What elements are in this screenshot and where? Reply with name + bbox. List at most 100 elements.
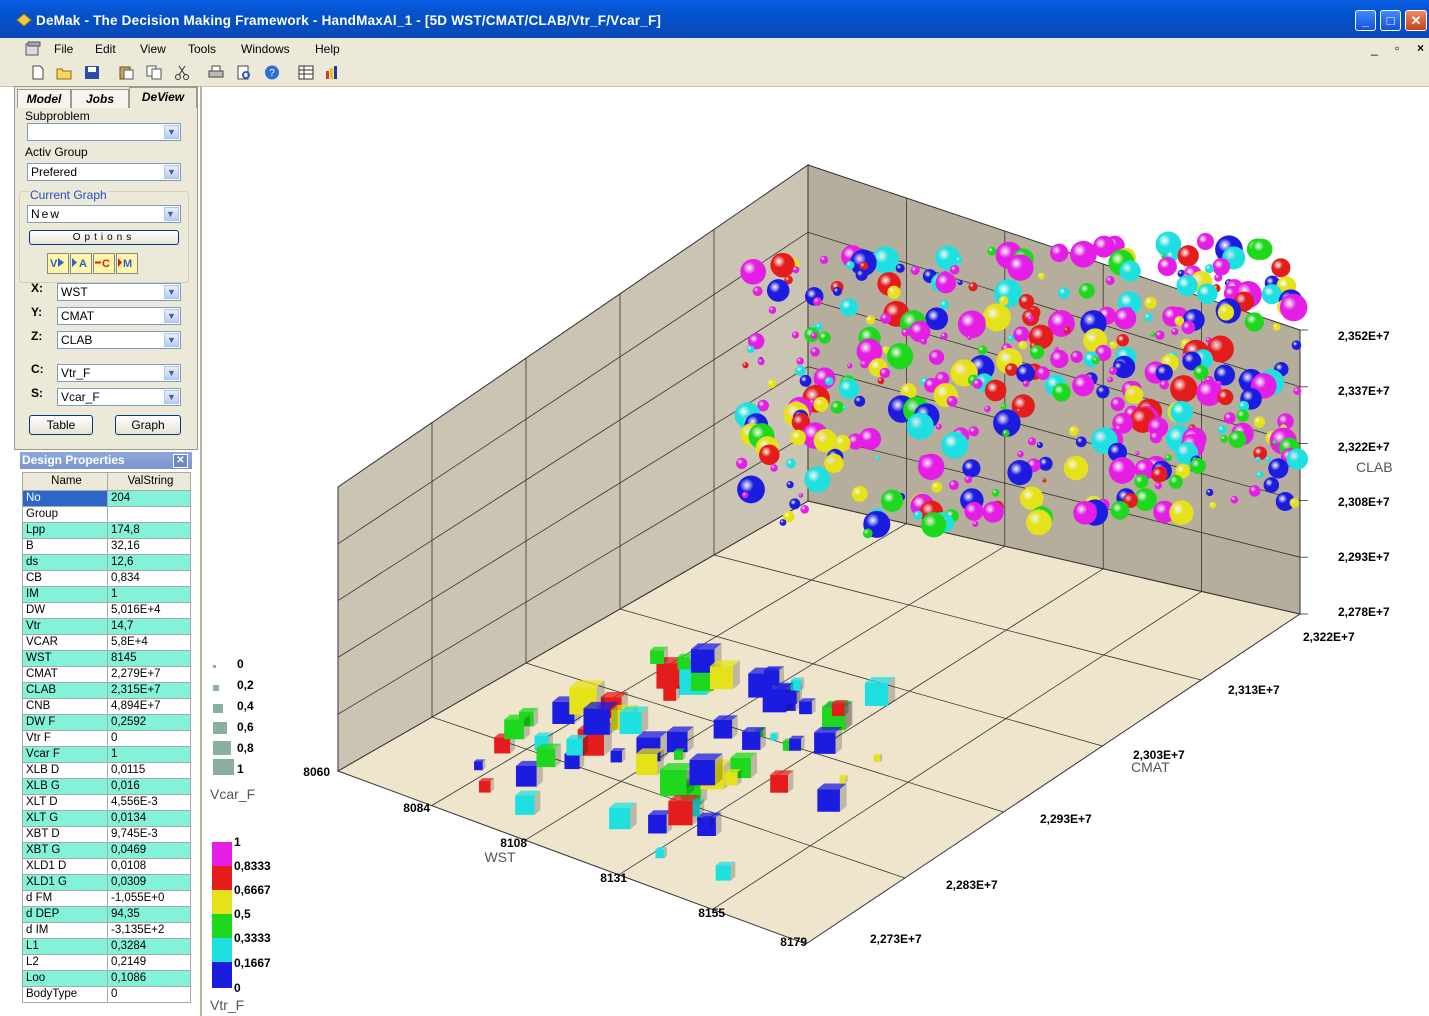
property-value[interactable]: 0,016 — [107, 778, 191, 795]
graph-button[interactable]: Graph — [115, 415, 181, 435]
chevron-down-icon[interactable]: ▼ — [164, 125, 179, 139]
menu-file[interactable]: File — [54, 42, 74, 56]
property-value[interactable]: 0,0115 — [107, 762, 191, 779]
property-name[interactable]: BodyType — [22, 986, 108, 1003]
help-icon[interactable]: ? — [264, 65, 280, 80]
table-row[interactable]: DW F 0,2592 — [22, 714, 191, 731]
property-name[interactable]: Group — [22, 506, 108, 523]
property-name[interactable]: XLT G — [22, 810, 108, 827]
mdi-restore-button[interactable]: ▫ — [1395, 41, 1400, 55]
property-name[interactable]: CB — [22, 570, 108, 587]
property-name[interactable]: Vtr F — [22, 730, 108, 747]
property-value[interactable]: 0 — [107, 730, 191, 747]
subproblem-select[interactable]: ▼ — [27, 123, 181, 141]
table-row[interactable]: BodyType 0 — [22, 986, 191, 1003]
print-icon[interactable] — [208, 65, 224, 80]
table-row[interactable]: Lpp 174,8 — [22, 522, 191, 539]
vc-icon[interactable]: C — [93, 253, 115, 274]
property-name[interactable]: d IM — [22, 922, 108, 939]
table-row[interactable]: IM 1 — [22, 586, 191, 603]
table-row[interactable]: XLT G 0,0134 — [22, 810, 191, 827]
table-row[interactable]: XLB D 0,0115 — [22, 762, 191, 779]
table-row[interactable]: Loo 0,1086 — [22, 970, 191, 987]
table-row[interactable]: d DEP 94,35 — [22, 906, 191, 923]
mdi-minimize-button[interactable]: _ — [1371, 42, 1378, 56]
current-graph-select[interactable]: New ▼ — [27, 205, 181, 223]
table-row[interactable]: CLAB 2,315E+7 — [22, 682, 191, 699]
property-name[interactable]: CMAT — [22, 666, 108, 683]
property-name[interactable]: XBT G — [22, 842, 108, 859]
chevron-down-icon[interactable]: ▼ — [164, 207, 179, 221]
property-value[interactable]: 14,7 — [107, 618, 191, 635]
print-preview-icon[interactable] — [236, 65, 252, 80]
property-value[interactable]: 8145 — [107, 650, 191, 667]
tab-jobs[interactable]: Jobs — [71, 89, 129, 108]
z-axis-select[interactable]: CLAB ▼ — [57, 331, 181, 349]
menu-view[interactable]: View — [140, 42, 166, 56]
x-axis-select[interactable]: WST ▼ — [57, 283, 181, 301]
table-row[interactable]: VCAR 5,8E+4 — [22, 634, 191, 651]
maximize-button[interactable]: □ — [1380, 10, 1401, 31]
table-row[interactable]: DW 5,016E+4 — [22, 602, 191, 619]
menu-help[interactable]: Help — [315, 42, 340, 56]
property-name[interactable]: B — [22, 538, 108, 555]
save-icon[interactable] — [84, 65, 100, 80]
table-row[interactable]: XLB G 0,016 — [22, 778, 191, 795]
vd-icon[interactable]: V — [47, 253, 69, 274]
table-row[interactable]: XLT D 4,556E-3 — [22, 794, 191, 811]
property-name[interactable]: WST — [22, 650, 108, 667]
property-name[interactable]: XLD1 G — [22, 874, 108, 891]
column-header-name[interactable]: Name — [22, 472, 108, 491]
property-value[interactable]: 0,3284 — [107, 938, 191, 955]
property-value[interactable]: 204 — [107, 490, 191, 507]
property-name[interactable]: XLB G — [22, 778, 108, 795]
property-name[interactable]: No — [22, 490, 108, 507]
tab-model[interactable]: Model — [17, 89, 71, 108]
menu-windows[interactable]: Windows — [241, 42, 290, 56]
close-button[interactable]: ✕ — [1405, 10, 1427, 31]
va-icon[interactable]: A — [70, 253, 92, 274]
property-value[interactable]: 0,0108 — [107, 858, 191, 875]
chevron-down-icon[interactable]: ▼ — [164, 165, 179, 179]
property-name[interactable]: L2 — [22, 954, 108, 971]
property-name[interactable]: CLAB — [22, 682, 108, 699]
minimize-button[interactable]: _ — [1355, 10, 1376, 31]
vm-icon[interactable]: M — [116, 253, 138, 274]
cut-icon[interactable] — [174, 65, 190, 80]
property-name[interactable]: Vcar F — [22, 746, 108, 763]
property-value[interactable]: 1 — [107, 746, 191, 763]
table-row[interactable]: WST 8145 — [22, 650, 191, 667]
property-name[interactable]: XBT D — [22, 826, 108, 843]
chart-icon[interactable] — [324, 65, 340, 80]
chevron-down-icon[interactable]: ▼ — [164, 285, 179, 299]
tab-deview[interactable]: DeView — [129, 87, 197, 108]
copy-icon[interactable] — [146, 65, 162, 80]
property-value[interactable]: 9,745E-3 — [107, 826, 191, 843]
table-row[interactable]: B 32,16 — [22, 538, 191, 555]
table-button[interactable]: Table — [29, 415, 93, 435]
property-value[interactable]: 4,894E+7 — [107, 698, 191, 715]
property-name[interactable]: DW — [22, 602, 108, 619]
property-name[interactable]: Vtr — [22, 618, 108, 635]
open-icon[interactable] — [56, 65, 72, 80]
chevron-down-icon[interactable]: ▼ — [164, 309, 179, 323]
property-name[interactable]: ds — [22, 554, 108, 571]
property-value[interactable]: 0 — [107, 986, 191, 1003]
property-value[interactable]: 5,8E+4 — [107, 634, 191, 651]
table-row[interactable]: XLD1 G 0,0309 — [22, 874, 191, 891]
paste-icon[interactable] — [118, 65, 134, 80]
property-value[interactable]: 0,0134 — [107, 810, 191, 827]
property-value[interactable]: 0,2149 — [107, 954, 191, 971]
property-name[interactable]: XLT D — [22, 794, 108, 811]
mdi-close-button[interactable]: × — [1417, 41, 1425, 55]
y-axis-select[interactable]: CMAT ▼ — [57, 307, 181, 325]
property-name[interactable]: d DEP — [22, 906, 108, 923]
property-value[interactable]: 0,2592 — [107, 714, 191, 731]
property-value[interactable]: 2,315E+7 — [107, 682, 191, 699]
table-row[interactable]: CMAT 2,279E+7 — [22, 666, 191, 683]
property-name[interactable]: VCAR — [22, 634, 108, 651]
close-icon[interactable]: ✕ — [173, 454, 188, 468]
property-value[interactable]: 32,16 — [107, 538, 191, 555]
chevron-down-icon[interactable]: ▼ — [164, 333, 179, 347]
